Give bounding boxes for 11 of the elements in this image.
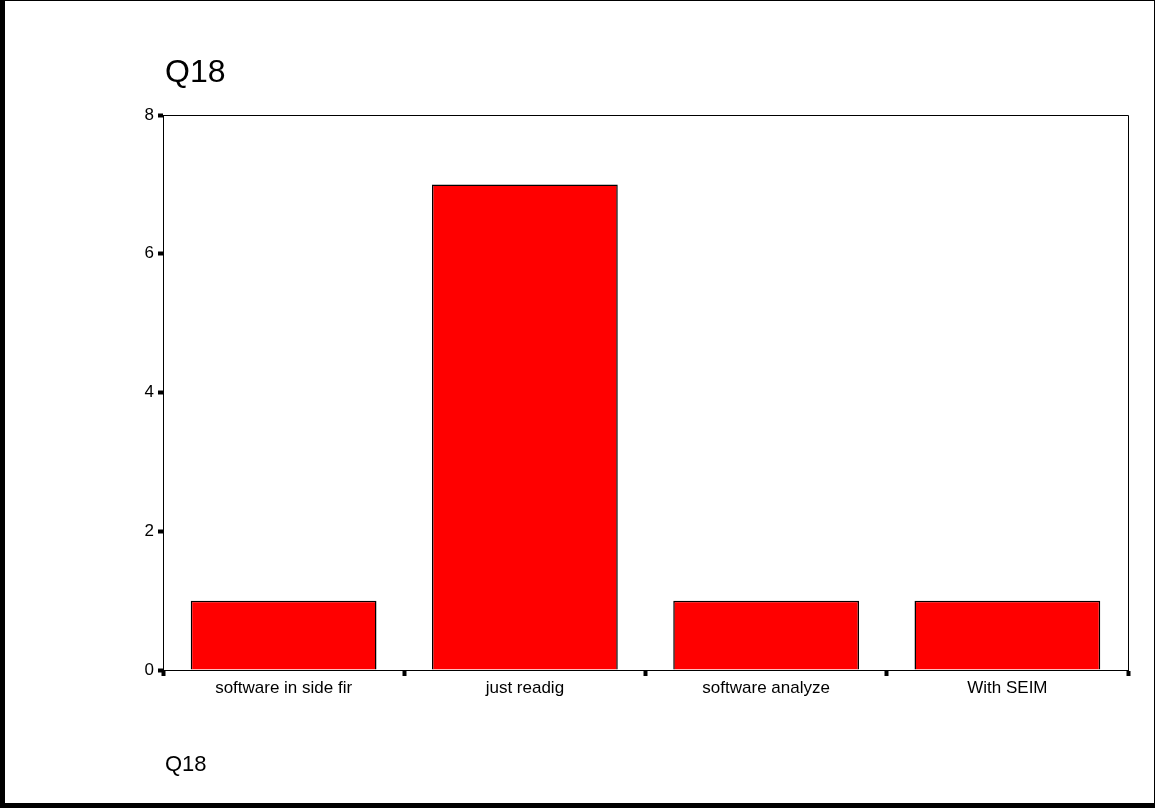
y-tick-label: 0: [144, 659, 154, 679]
x-axis-title: Q18: [165, 751, 207, 776]
x-tick-label: With SEIM: [967, 677, 1048, 697]
y-tick-label: 2: [144, 520, 154, 540]
y-tick-label: 8: [144, 104, 154, 124]
x-tick-label: software in side fir: [215, 677, 353, 697]
y-tick-label: 4: [144, 382, 154, 402]
x-tick-label: software analyze: [702, 677, 830, 697]
chart-title: Q18: [165, 53, 226, 89]
y-tick-label: 6: [144, 243, 154, 263]
x-tick-label: just readig: [484, 677, 565, 697]
